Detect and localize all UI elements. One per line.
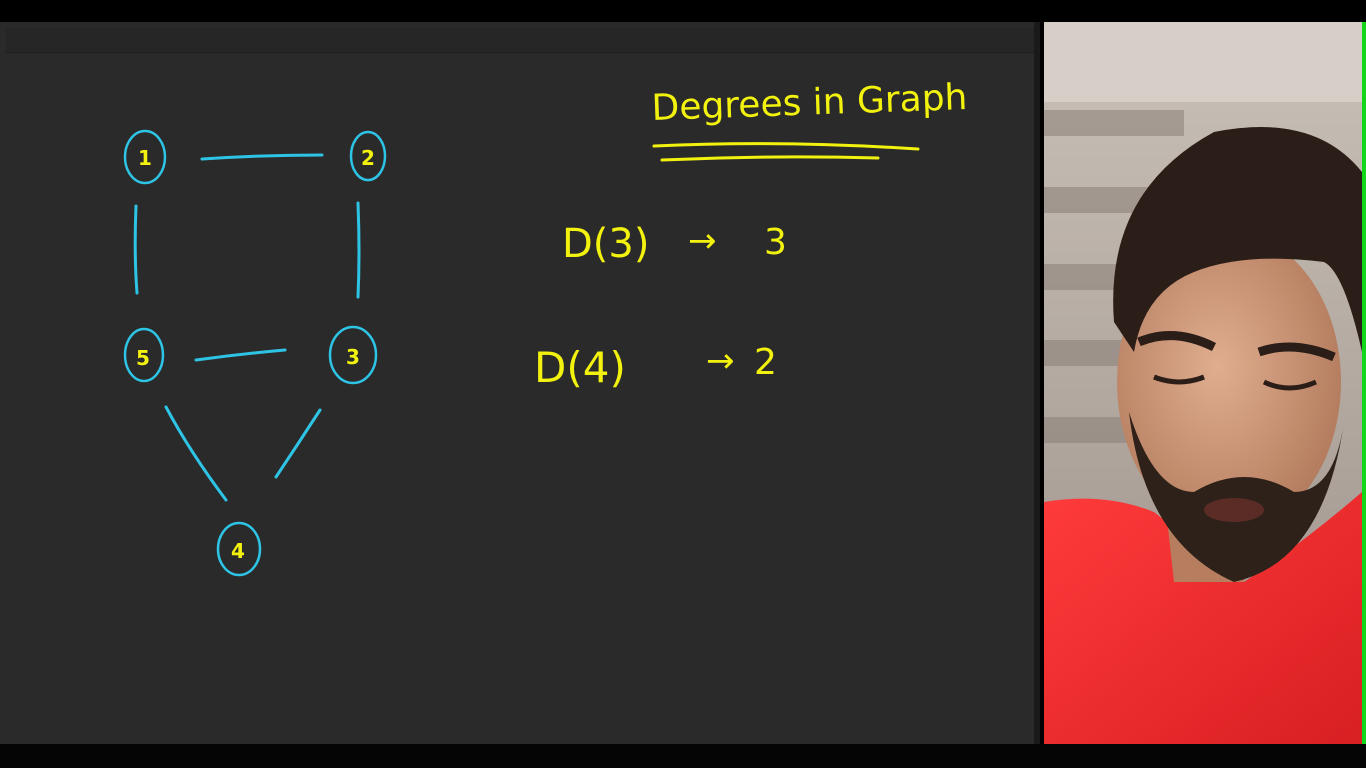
webcam-border: [1362, 22, 1366, 744]
equation-rhs: 3: [764, 222, 787, 263]
node-4: 4: [216, 521, 262, 577]
bottom-bar: [0, 744, 1366, 768]
node-1: 1: [123, 129, 167, 185]
whiteboard-toolbar: [6, 28, 1034, 53]
title-underline: [660, 155, 880, 162]
node-label: 1: [138, 146, 152, 170]
equation-lhs: D(3): [562, 221, 649, 267]
webcam-image: [1044, 22, 1362, 744]
edge-3-4: [274, 408, 322, 479]
equation-arrow: →: [706, 341, 735, 381]
page-title: Degrees in Graph: [651, 77, 968, 162]
node-label: 3: [346, 345, 360, 369]
webcam-feed: [1044, 22, 1362, 744]
node-2: 2: [349, 130, 387, 182]
edge-2-3: [356, 201, 361, 299]
title-text: Degrees in Graph: [651, 77, 968, 129]
equation-lhs: D(4): [534, 343, 626, 392]
degree-equation: D(3) → 3: [562, 221, 787, 267]
node-label: 2: [361, 146, 375, 170]
edge-1-5: [133, 204, 139, 295]
node-label: 4: [231, 539, 245, 563]
panel-divider: [1034, 22, 1040, 744]
edge-5-4: [164, 405, 228, 502]
graph-nodes: 1 2 5 3 4: [123, 129, 387, 577]
equation-rhs: 2: [754, 342, 777, 383]
graph-edges: [133, 153, 361, 502]
whiteboard-canvas: 1 2 5 3 4: [123, 77, 968, 577]
degree-equation: D(4) → 2: [534, 341, 777, 392]
node-3: 3: [328, 325, 378, 385]
node-5: 5: [123, 327, 165, 383]
whiteboard-panel: 1 2 5 3 4: [0, 22, 1040, 744]
edge-1-2: [200, 153, 324, 161]
edge-5-3: [194, 348, 287, 362]
node-label: 5: [136, 346, 150, 370]
title-underline: [652, 142, 920, 151]
equation-arrow: →: [688, 221, 717, 261]
